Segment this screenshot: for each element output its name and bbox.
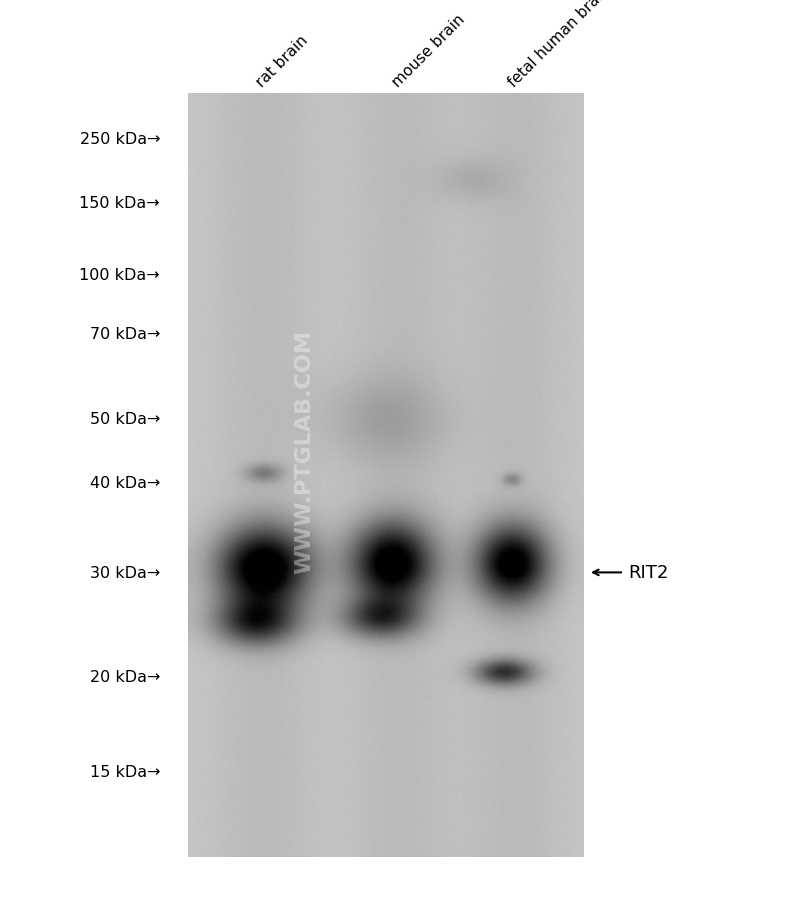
Text: 15 kDa→: 15 kDa→ [90, 764, 160, 778]
Text: mouse brain: mouse brain [390, 12, 468, 90]
Text: 20 kDa→: 20 kDa→ [90, 669, 160, 684]
Text: 100 kDa→: 100 kDa→ [79, 268, 160, 282]
Text: 250 kDa→: 250 kDa→ [79, 133, 160, 147]
Text: WWW.PTGLAB.COM: WWW.PTGLAB.COM [294, 329, 314, 573]
Text: 30 kDa→: 30 kDa→ [90, 566, 160, 580]
Text: rat brain: rat brain [254, 33, 310, 90]
Text: 40 kDa→: 40 kDa→ [90, 475, 160, 490]
Text: RIT2: RIT2 [628, 564, 668, 582]
Text: 50 kDa→: 50 kDa→ [90, 412, 160, 427]
Text: 70 kDa→: 70 kDa→ [90, 327, 160, 341]
Text: fetal human brain: fetal human brain [506, 0, 613, 90]
Text: 150 kDa→: 150 kDa→ [79, 196, 160, 210]
